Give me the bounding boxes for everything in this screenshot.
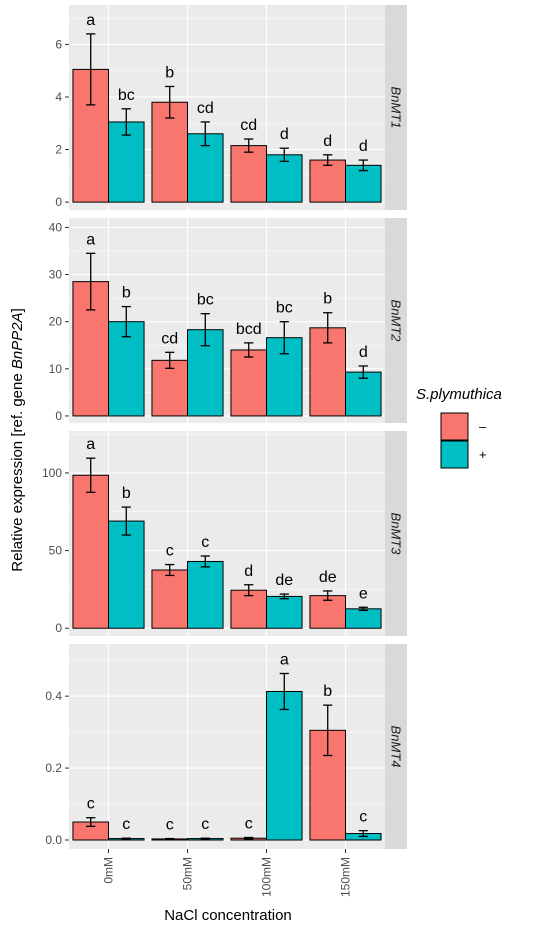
y-tick-label: 20 (49, 315, 63, 329)
significance-letter: cd (240, 117, 257, 134)
x-tick-label: 50mM (181, 857, 195, 890)
y-tick-label: 10 (49, 362, 63, 376)
significance-letter: c (166, 543, 174, 560)
bar-BnMT1-100mM-minus (230, 145, 267, 203)
significance-letter: a (86, 231, 95, 248)
bar-BnMT3-50mM-minus (151, 569, 188, 629)
significance-letter: de (319, 569, 337, 586)
significance-letter: e (359, 585, 368, 602)
strip-label: BnMT4 (389, 726, 404, 768)
y-tick-label: 0 (55, 621, 62, 635)
bar-BnMT4-100mM-plus (266, 690, 303, 841)
strip-label: BnMT2 (389, 300, 404, 343)
panel-BnMT3: 0 50 100 a c d de b c de e BnMT3 (42, 431, 407, 636)
strip-label: BnMT3 (389, 513, 404, 556)
significance-letter: bc (197, 292, 214, 309)
significance-letter: d (280, 126, 289, 143)
y-tick-label: 100 (42, 466, 62, 480)
y-tick-label: 6 (55, 37, 62, 51)
panel-BnMT1: 0 2 4 6 a b cd d bc cd d d BnMT1 (55, 5, 407, 210)
significance-letter: b (323, 683, 332, 700)
significance-letter: c (201, 816, 209, 833)
significance-letter: bc (276, 300, 293, 317)
significance-letter: d (359, 344, 368, 361)
strip-BnMT1 (385, 5, 407, 210)
bar-BnMT3-150mM-plus (345, 608, 382, 629)
y-tick-label: 0.0 (45, 833, 62, 847)
legend-label-minus: – (479, 419, 487, 434)
significance-letter: b (165, 64, 174, 81)
significance-letter: c (122, 816, 130, 833)
significance-letter: bc (118, 87, 135, 104)
bar-BnMT3-50mM-plus (187, 560, 224, 629)
bar-BnMT3-100mM-plus (266, 595, 303, 629)
significance-letter: cd (197, 100, 214, 117)
bar-BnMT1-150mM-minus (309, 159, 347, 203)
y-tick-label: 0 (55, 409, 62, 423)
y-tick-label: 0 (55, 195, 62, 209)
significance-letter: d (323, 133, 332, 150)
y-tick-label: 4 (55, 90, 62, 104)
y-tick-label: 0.4 (45, 689, 62, 703)
significance-letter: d (244, 563, 253, 580)
significance-letter: b (122, 285, 131, 302)
y-tick-label: 2 (55, 143, 62, 157)
significance-letter: c (245, 815, 253, 832)
bar-BnMT3-0mM-minus (72, 474, 109, 629)
y-axis-title: Relative expression [ref. gene BnPP2A] (9, 308, 26, 572)
y-axis-title-gene: BnPP2A (9, 312, 26, 369)
strip-BnMT2 (385, 218, 407, 423)
significance-letter: c (87, 796, 95, 813)
strip-label: BnMT1 (389, 87, 404, 129)
significance-letter: c (359, 809, 367, 826)
legend-title: S.plymuthica (416, 386, 502, 403)
x-tick-label: 100mM (260, 857, 274, 897)
legend: S.plymuthica – + (416, 386, 502, 469)
significance-letter: a (86, 436, 95, 453)
y-tick-label: 40 (49, 220, 63, 234)
bar-BnMT1-150mM-plus (345, 164, 382, 203)
significance-letter: de (275, 572, 293, 589)
y-axis-title-suffix: ] (9, 308, 26, 312)
significance-letter: c (201, 534, 209, 551)
significance-letter: bcd (236, 321, 262, 338)
bar-BnMT3-150mM-minus (309, 595, 347, 629)
significance-letter: a (280, 651, 289, 668)
panel-BnMT4: 0.0 0.2 0.4 c c c b c c a c BnMT4 (45, 644, 407, 849)
y-tick-label: 0.2 (45, 761, 62, 775)
significance-letter: d (359, 138, 368, 155)
bar-BnMT3-0mM-plus (108, 520, 145, 629)
y-tick-label: 30 (49, 268, 63, 282)
x-axis-title: NaCl concentration (164, 907, 292, 924)
significance-letter: cd (161, 330, 178, 347)
legend-key-minus (440, 412, 469, 441)
significance-letter: b (122, 485, 131, 502)
x-tick-label: 0mM (102, 857, 116, 884)
bar-BnMT1-100mM-plus (266, 154, 303, 203)
legend-key-plus (440, 440, 469, 469)
y-axis-title-prefix: Relative expression [ref. gene (9, 369, 26, 572)
y-tick-label: 50 (49, 544, 63, 558)
significance-letter: b (323, 291, 332, 308)
strip-BnMT4 (385, 644, 407, 849)
bar-BnMT2-100mM-minus (230, 349, 267, 417)
x-tick-label: 150mM (339, 857, 353, 897)
significance-letter: c (166, 817, 174, 834)
legend-label-plus: + (479, 447, 487, 462)
strip-BnMT3 (385, 431, 407, 636)
significance-letter: a (86, 12, 95, 29)
x-axis: 0mM 50mM 100mM 150mM (102, 849, 353, 897)
